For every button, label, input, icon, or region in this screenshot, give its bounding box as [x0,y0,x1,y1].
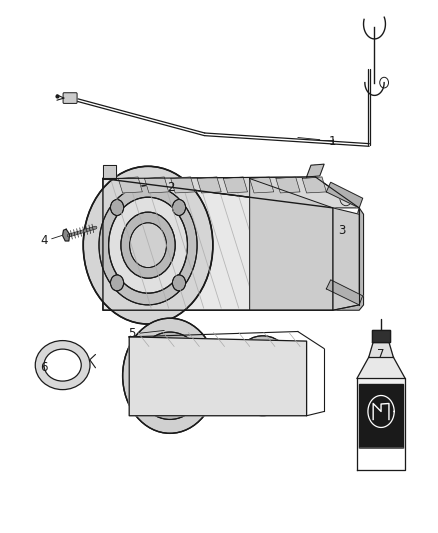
Text: 5: 5 [128,327,135,340]
Circle shape [173,275,186,291]
FancyBboxPatch shape [63,93,77,103]
Polygon shape [326,182,363,208]
Circle shape [110,275,124,291]
Circle shape [311,165,320,176]
Ellipse shape [35,341,90,390]
Circle shape [230,336,296,416]
Polygon shape [307,164,324,177]
Polygon shape [359,384,403,448]
Polygon shape [357,357,405,378]
Text: 1: 1 [329,135,337,148]
Polygon shape [276,177,300,193]
Polygon shape [63,229,70,241]
Circle shape [243,352,283,400]
Polygon shape [359,448,403,468]
Polygon shape [369,342,393,357]
Polygon shape [250,179,359,310]
Text: 2: 2 [167,181,175,194]
Polygon shape [223,177,247,193]
Circle shape [130,223,166,268]
Circle shape [99,185,197,305]
Polygon shape [333,208,364,310]
Circle shape [121,212,175,278]
Polygon shape [145,177,169,193]
Polygon shape [103,179,333,310]
Circle shape [173,199,186,215]
Circle shape [123,318,217,433]
Polygon shape [129,337,307,416]
Polygon shape [171,177,195,193]
Polygon shape [326,280,363,305]
Polygon shape [118,177,142,193]
Circle shape [293,227,337,280]
Circle shape [143,395,154,408]
Circle shape [283,213,348,293]
Polygon shape [302,177,326,193]
Polygon shape [250,177,274,193]
Circle shape [368,395,394,427]
Ellipse shape [44,349,81,381]
Circle shape [110,199,124,215]
Circle shape [143,343,154,356]
Polygon shape [103,165,116,179]
Text: 6: 6 [40,361,48,374]
Text: 3: 3 [338,224,345,237]
Circle shape [144,344,196,408]
Circle shape [152,354,187,397]
Circle shape [186,343,197,356]
Circle shape [105,166,114,177]
Polygon shape [372,330,390,342]
Circle shape [303,238,328,268]
Polygon shape [357,378,405,470]
Text: 7: 7 [377,348,385,361]
Circle shape [252,362,274,389]
Polygon shape [197,177,221,193]
Circle shape [186,395,197,408]
Circle shape [109,197,187,293]
Circle shape [83,166,213,324]
Polygon shape [103,177,359,208]
Circle shape [134,332,206,419]
Circle shape [159,362,181,389]
Text: 4: 4 [40,235,48,247]
